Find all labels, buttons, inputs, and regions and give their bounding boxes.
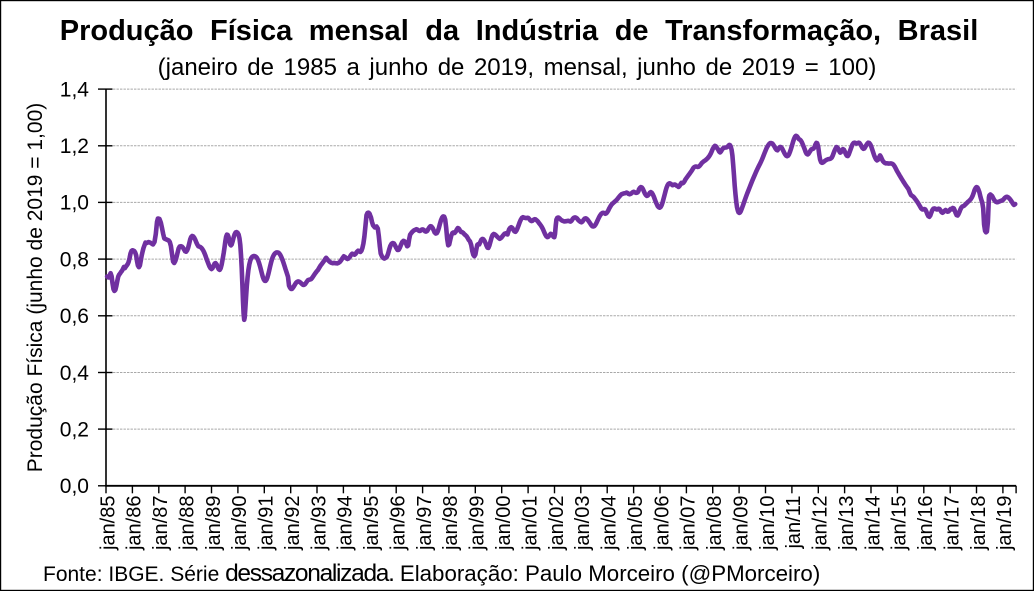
svg-text:jan/99: jan/99 — [467, 495, 489, 551]
svg-text:1,0: 1,0 — [60, 192, 89, 215]
svg-text:jan/13: jan/13 — [836, 496, 858, 552]
svg-text:jan/08: jan/08 — [704, 496, 726, 552]
svg-text:jan/16: jan/16 — [915, 496, 937, 552]
svg-text:jan/19: jan/19 — [994, 495, 1016, 551]
svg-text:Produção Física (junho de 2019: Produção Física (junho de 2019 = 1,00) — [24, 103, 47, 473]
svg-text:jan/06: jan/06 — [651, 496, 673, 552]
svg-text:jan/17: jan/17 — [941, 496, 963, 552]
svg-text:jan/89: jan/89 — [203, 496, 225, 552]
svg-text:jan/02: jan/02 — [546, 496, 568, 552]
svg-text:jan/98: jan/98 — [440, 496, 462, 552]
svg-text:Produção Física mensal da Indú: Produção Física mensal da Indústria de T… — [60, 15, 979, 47]
svg-text:jan/96: jan/96 — [388, 496, 410, 552]
svg-text:1,4: 1,4 — [60, 78, 90, 101]
svg-text:jan/14: jan/14 — [862, 496, 884, 552]
svg-text:jan/03: jan/03 — [572, 496, 594, 552]
svg-text:jan/12: jan/12 — [810, 496, 832, 552]
svg-text:jan/11: jan/11 — [783, 496, 805, 550]
svg-text:jan/90: jan/90 — [229, 496, 251, 552]
svg-text:Fonte: IBGE. Série dessazonali: Fonte: IBGE. Série dessazonalizada. Elab… — [43, 560, 820, 587]
svg-text:jan/04: jan/04 — [599, 496, 621, 552]
svg-text:0,2: 0,2 — [60, 418, 89, 441]
svg-text:0,4: 0,4 — [60, 362, 90, 385]
svg-text:jan/91: jan/91 — [256, 496, 278, 552]
svg-text:0,8: 0,8 — [60, 248, 89, 271]
svg-text:0,6: 0,6 — [60, 305, 89, 328]
svg-text:jan/88: jan/88 — [176, 496, 198, 552]
svg-text:jan/18: jan/18 — [968, 496, 990, 552]
svg-text:jan/85: jan/85 — [97, 496, 119, 552]
svg-text:jan/05: jan/05 — [625, 496, 647, 552]
svg-text:jan/09: jan/09 — [730, 496, 752, 552]
svg-text:0,0: 0,0 — [60, 475, 89, 498]
svg-text:jan/15: jan/15 — [889, 496, 911, 552]
svg-text:jan/92: jan/92 — [282, 496, 304, 552]
svg-text:jan/94: jan/94 — [335, 496, 357, 552]
svg-text:jan/86: jan/86 — [124, 496, 146, 552]
svg-text:1,2: 1,2 — [60, 135, 89, 158]
svg-text:jan/01: jan/01 — [519, 496, 541, 552]
svg-text:jan/07: jan/07 — [678, 496, 700, 552]
svg-text:jan/87: jan/87 — [150, 496, 172, 552]
svg-text:(janeiro de 1985 a junho de 20: (janeiro de 1985 a junho de 2019, mensal… — [158, 54, 877, 81]
svg-text:jan/00: jan/00 — [493, 496, 515, 552]
svg-text:jan/95: jan/95 — [361, 496, 383, 552]
svg-text:jan/10: jan/10 — [757, 496, 779, 552]
svg-text:jan/97: jan/97 — [414, 496, 436, 552]
svg-text:jan/93: jan/93 — [308, 496, 330, 552]
